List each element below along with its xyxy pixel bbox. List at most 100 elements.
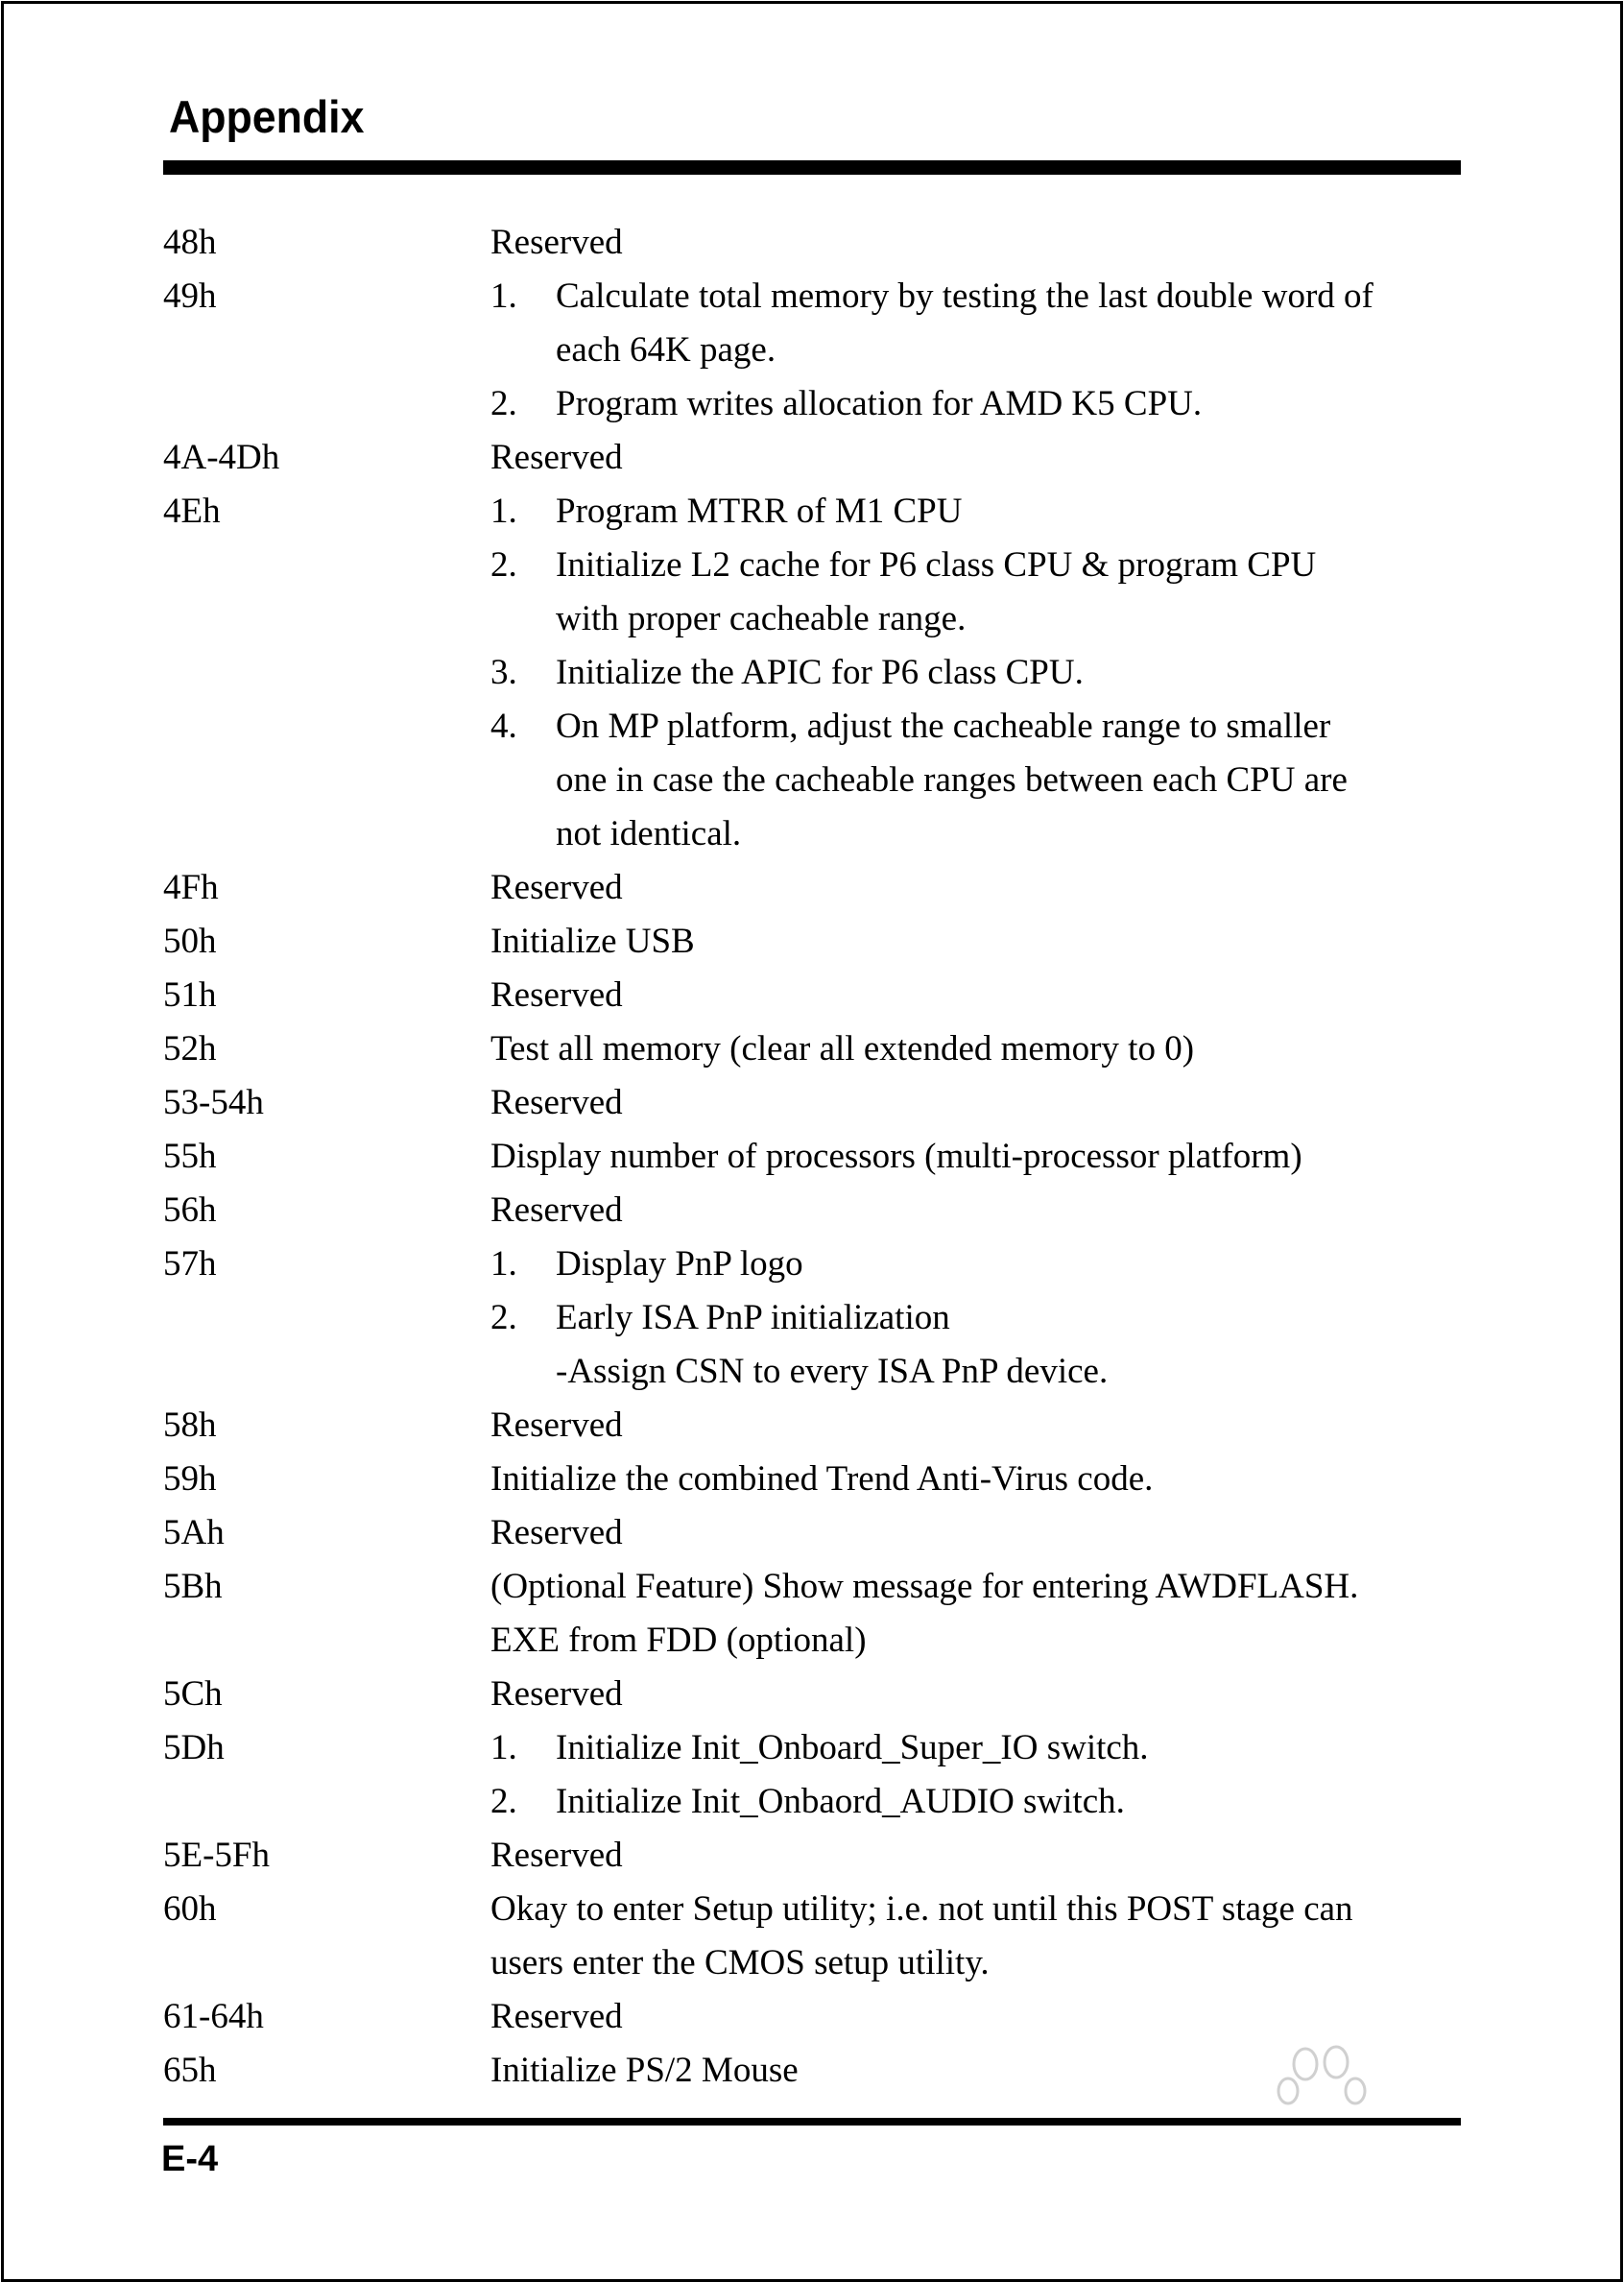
table-row: 4A-4Dh Reserved [163,431,1469,485]
post-description: Display number of processors (multi-proc… [490,1130,1469,1184]
post-description: Okay to enter Setup utility; i.e. not un… [490,1883,1469,1990]
list-item-text: Initialize Init_Onbaord_AUDIO switch. [556,1775,1469,1829]
post-code: 5Bh [163,1567,223,1606]
post-description: Initialize the combined Trend Anti-Virus… [490,1453,1469,1506]
text-line: each 64K page. [556,330,776,370]
table-row: 5Bh (Optional Feature) Show message for e… [163,1560,1469,1668]
text-line: Program writes allocation for AMD K5 CPU… [556,384,1203,423]
list-item-text: Initialize Init_Onboard_Super_IO switch. [556,1721,1469,1775]
text-line: Initialize Init_Onboard_Super_IO switch. [556,1728,1149,1767]
post-code: 53-54h [163,1083,264,1122]
table-row: 58h Reserved [163,1399,1469,1453]
post-code: 4A-4Dh [163,438,280,477]
list-item-number: 1. [490,276,517,316]
text-line: Program MTRR of M1 CPU [556,492,963,531]
table-row: 49h 1. Calculate total memory by testing t… [163,270,1469,431]
table-row: 59h Initialize the combined Trend Anti-Vi… [163,1453,1469,1506]
list-item: 1. Initialize Init_Onboard_Super_IO switc… [490,1721,1469,1775]
list-item: 2. Early ISA PnP initialization -Assign CS… [490,1291,1469,1399]
text-line: Reserved [490,223,623,262]
post-code: 58h [163,1405,217,1445]
post-code-table: 48h Reserved 49h 1. Calculate total memory b… [163,216,1469,2098]
post-code: 55h [163,1137,217,1176]
text-line: -Assign CSN to every ISA PnP device. [556,1352,1109,1391]
table-row: 5Ch Reserved [163,1668,1469,1721]
post-description: (Optional Feature) Show message for ente… [490,1560,1469,1668]
post-code: 5Dh [163,1728,225,1767]
post-description: 1. Display PnP logo 2. Early ISA PnP initia… [490,1237,1469,1399]
text-line: Display number of processors (multi-proc… [490,1137,1302,1176]
post-description: Reserved [490,1668,1469,1721]
post-code: 59h [163,1459,217,1499]
text-line: not identical. [556,814,742,853]
table-row: 65h Initialize PS/2 Mouse [163,2044,1469,2098]
text-line: Reserved [490,1997,623,2036]
post-code: 5Ch [163,1674,223,1714]
list-item: 2. Initialize Init_Onbaord_AUDIO switch. [490,1775,1469,1829]
text-line: Reserved [490,975,623,1015]
post-code: 65h [163,2051,217,2090]
page-title: Appendix [169,91,365,142]
list-item-number: 3. [490,653,517,692]
list-item-text: Display PnP logo [556,1237,1469,1291]
text-line: Initialize Init_Onbaord_AUDIO switch. [556,1782,1125,1821]
list-item-number: 4. [490,707,517,746]
table-row: 61-64h Reserved [163,1990,1469,2044]
post-code: 56h [163,1190,217,1230]
table-row: 60h Okay to enter Setup utility; i.e. not… [163,1883,1469,1990]
post-description: Reserved [490,1076,1469,1130]
post-description: Reserved [490,216,1469,270]
text-line: EXE from FDD (optional) [490,1621,867,1660]
post-code: 57h [163,1244,217,1284]
text-line: users enter the CMOS setup utility. [490,1943,990,1982]
list-item-number: 2. [490,1298,517,1337]
post-code: 61-64h [163,1997,264,2036]
post-description: Reserved [490,861,1469,915]
post-code: 49h [163,276,217,316]
text-line: Reserved [490,1836,623,1875]
list-item-number: 1. [490,492,517,531]
table-row: 48h Reserved [163,216,1469,270]
text-line: Okay to enter Setup utility; i.e. not un… [490,1889,1353,1929]
text-line: Reserved [490,1674,623,1714]
list-item: 3. Initialize the APIC for P6 class CPU. [490,646,1469,700]
post-description: Reserved [490,1829,1469,1883]
text-line: Early ISA PnP initialization [556,1298,950,1337]
list-item-number: 2. [490,1782,517,1821]
text-line: Reserved [490,1190,623,1230]
post-description: 1. Program MTRR of M1 CPU 2. Initialize L2 … [490,485,1469,861]
post-description: Reserved [490,1990,1469,2044]
list-item-text: Program writes allocation for AMD K5 CPU… [556,377,1469,431]
post-code: 4Eh [163,492,221,531]
post-description: Reserved [490,1184,1469,1237]
text-line: Calculate total memory by testing the la… [556,276,1373,316]
header-rule [163,160,1461,175]
list-item: 1. Program MTRR of M1 CPU [490,485,1469,539]
list-item: 2. Program writes allocation for AMD K5 C… [490,377,1469,431]
post-code: 51h [163,975,217,1015]
list-item-text: Initialize L2 cache for P6 class CPU & p… [556,539,1469,646]
table-row: 53-54h Reserved [163,1076,1469,1130]
list-item-number: 1. [490,1244,517,1284]
text-line: Reserved [490,1083,623,1122]
post-description: Test all memory (clear all extended memo… [490,1022,1469,1076]
table-row: 51h Reserved [163,969,1469,1022]
list-item: 1. Calculate total memory by testing the … [490,270,1469,377]
text-line: one in case the cacheable ranges between… [556,760,1348,800]
post-code: 5Ah [163,1513,225,1552]
list-item-text: Program MTRR of M1 CPU [556,485,1469,539]
paw-icon [1277,2045,1367,2105]
page-number: E-4 [161,2139,219,2179]
post-code: 48h [163,223,217,262]
list-item-text: On MP platform, adjust the cacheable ran… [556,700,1469,861]
text-line: Initialize L2 cache for P6 class CPU & p… [556,545,1317,585]
list-item: 4. On MP platform, adjust the cacheable r… [490,700,1469,861]
post-description: Reserved [490,1399,1469,1453]
list-item-text: Calculate total memory by testing the la… [556,270,1469,377]
post-code: 50h [163,922,217,961]
text-line: Initialize the combined Trend Anti-Virus… [490,1459,1154,1499]
post-code: 60h [163,1889,217,1929]
post-description: Initialize PS/2 Mouse [490,2044,1469,2098]
list-item-number: 2. [490,545,517,585]
post-description: 1. Calculate total memory by testing the … [490,270,1469,431]
